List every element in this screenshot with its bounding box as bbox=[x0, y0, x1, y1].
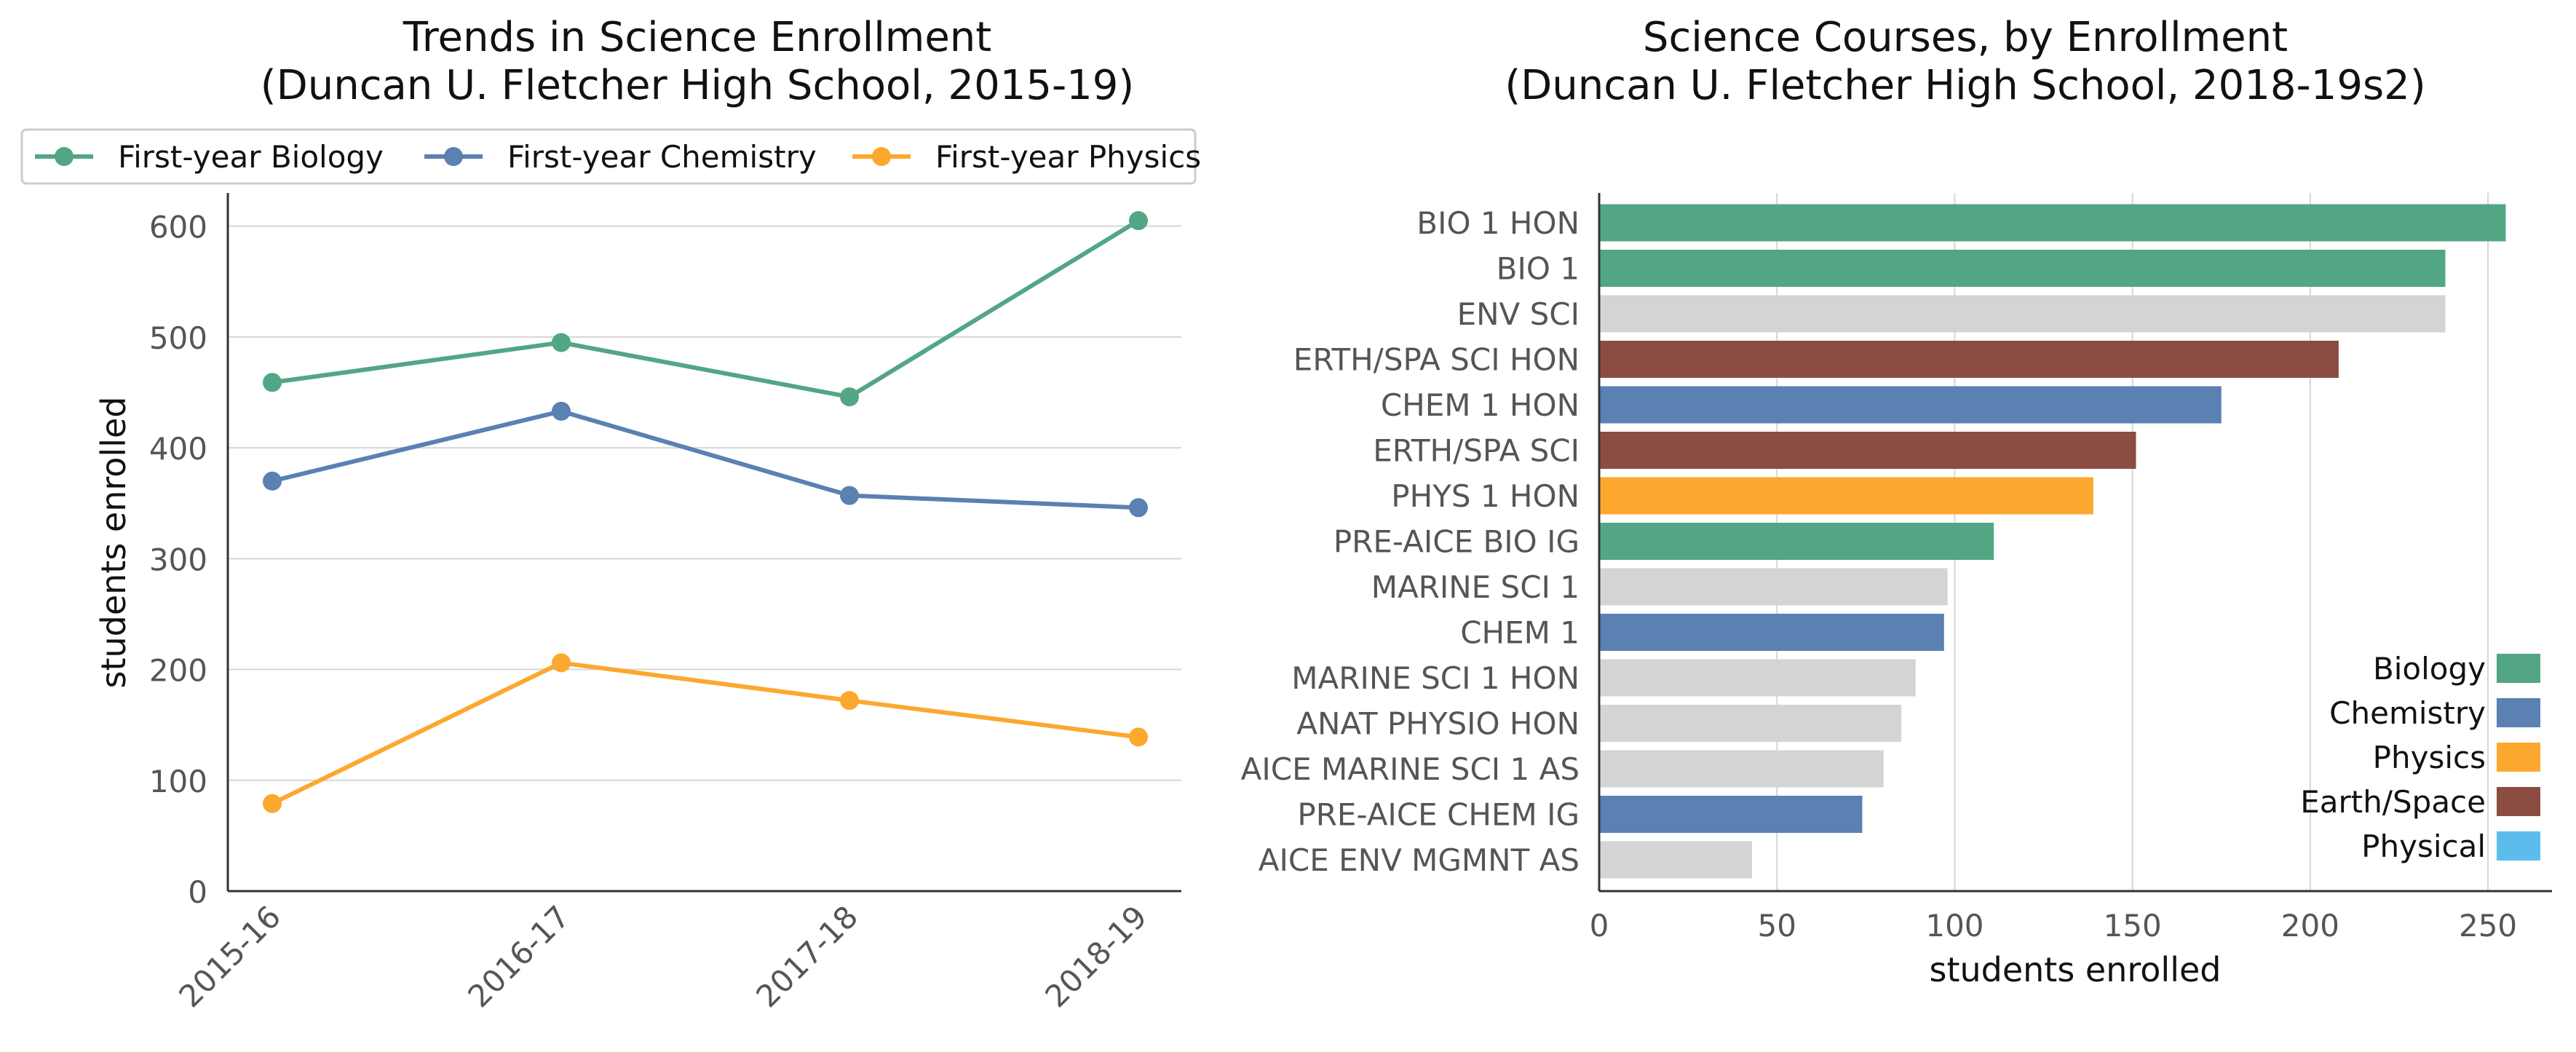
data-point bbox=[552, 653, 571, 673]
legend-label: Chemistry bbox=[2329, 695, 2486, 731]
line-chart-legend: First-year Biology First-year Chemistry Fi… bbox=[20, 128, 1201, 185]
legend-marker bbox=[444, 147, 463, 166]
category-label: AICE MARINE SCI 1 AS bbox=[1241, 751, 1580, 787]
x-tick-label: 200 bbox=[2281, 908, 2339, 944]
bar-chart: Science Courses, by Enrollment (Duncan U… bbox=[1241, 14, 2552, 989]
bar bbox=[1599, 523, 1994, 560]
data-point bbox=[263, 794, 282, 813]
x-tick-label: 50 bbox=[1757, 908, 1796, 944]
data-point bbox=[840, 691, 859, 711]
data-point bbox=[1129, 727, 1148, 747]
y-tick-label: 400 bbox=[149, 431, 207, 467]
bar-chart-title-line-1: Science Courses, by Enrollment bbox=[1643, 14, 2288, 61]
category-label: CHEM 1 bbox=[1460, 615, 1580, 651]
x-tick-label: 0 bbox=[1590, 908, 1609, 944]
legend-frame bbox=[20, 128, 1197, 185]
legend-swatch bbox=[2497, 654, 2540, 683]
x-tick-label: 250 bbox=[2459, 908, 2517, 944]
data-point bbox=[1129, 211, 1148, 231]
legend-label: First-year Physics bbox=[935, 139, 1201, 175]
bar bbox=[1599, 204, 2506, 242]
bar bbox=[1599, 568, 1948, 606]
bar bbox=[1599, 750, 1884, 788]
x-tick-label: 2018-19 bbox=[1038, 898, 1154, 1014]
data-point bbox=[263, 373, 282, 392]
bar-chart-x-axis-label: students enrolled bbox=[1930, 950, 2222, 989]
bar bbox=[1599, 432, 2136, 469]
y-tick-label: 500 bbox=[149, 320, 207, 356]
category-label: PHYS 1 HON bbox=[1391, 478, 1580, 514]
bar-chart-axes bbox=[1598, 193, 2552, 893]
data-point bbox=[840, 486, 859, 505]
legend-swatch bbox=[2497, 831, 2540, 861]
category-label: ERTH/SPA SCI bbox=[1373, 433, 1580, 469]
y-tick-label: 200 bbox=[149, 653, 207, 689]
data-point bbox=[840, 387, 859, 407]
y-tick-label: 100 bbox=[149, 764, 207, 799]
category-label: MARINE SCI 1 bbox=[1371, 569, 1580, 605]
bar bbox=[1599, 341, 2339, 378]
data-point bbox=[263, 471, 282, 491]
legend-label: Biology bbox=[2373, 651, 2486, 687]
line-chart-series bbox=[263, 211, 1148, 813]
bar-chart-title-line-2: (Duncan U. Fletcher High School, 2018-19… bbox=[1505, 62, 2425, 109]
category-label: AICE ENV MGMNT AS bbox=[1259, 842, 1580, 878]
bar bbox=[1599, 614, 1944, 651]
x-tick-label: 2017-18 bbox=[749, 898, 865, 1014]
line-chart-gridlines bbox=[228, 225, 1181, 781]
bar-chart-legend: Biology Chemistry Physics Earth/Space Physic… bbox=[2300, 651, 2540, 864]
category-label: BIO 1 bbox=[1497, 251, 1580, 287]
bar bbox=[1599, 841, 1753, 879]
y-tick-label: 300 bbox=[149, 542, 207, 577]
y-tick-label: 600 bbox=[149, 210, 207, 245]
legend-swatch bbox=[2497, 698, 2540, 727]
bar bbox=[1599, 659, 1916, 697]
legend-swatch bbox=[2497, 787, 2540, 816]
category-label: CHEM 1 HON bbox=[1381, 387, 1580, 423]
legend-label: Physics bbox=[2373, 740, 2486, 775]
bar bbox=[1599, 705, 1902, 742]
x-tick-label: 2015-16 bbox=[172, 898, 288, 1014]
data-point bbox=[552, 333, 571, 352]
legend-label: Earth/Space bbox=[2300, 784, 2486, 820]
legend-swatch bbox=[2497, 743, 2540, 772]
data-point bbox=[1129, 498, 1148, 518]
legend-label: First-year Chemistry bbox=[507, 139, 817, 175]
line-chart-title-line-1: Trends in Science Enrollment bbox=[403, 14, 991, 61]
line-chart-axes bbox=[226, 193, 1181, 893]
line-chart-x-ticks: 2015-16 2016-17 2017-18 2018-19 bbox=[172, 898, 1154, 1014]
line-chart-y-axis-label: students enrolled bbox=[94, 397, 133, 689]
bar bbox=[1599, 250, 2446, 287]
category-label: MARINE SCI 1 HON bbox=[1291, 660, 1580, 696]
series-line bbox=[272, 218, 1140, 400]
bar bbox=[1599, 796, 1863, 833]
data-point bbox=[552, 401, 571, 421]
bar-chart-x-ticks: 0 50 100 150 200 250 bbox=[1590, 908, 2518, 944]
bar bbox=[1599, 477, 2093, 515]
legend-label: Physical bbox=[2361, 828, 2486, 864]
category-label: BIO 1 HON bbox=[1416, 205, 1580, 241]
x-tick-label: 2016-17 bbox=[461, 898, 576, 1014]
category-label: ENV SCI bbox=[1457, 296, 1580, 332]
x-tick-label: 150 bbox=[2104, 908, 2162, 944]
bar bbox=[1599, 386, 2222, 424]
bar-chart-bars bbox=[1599, 204, 2506, 879]
category-label: ANAT PHYSIO HON bbox=[1296, 706, 1580, 742]
series-line bbox=[272, 408, 1139, 510]
bar-chart-category-labels: BIO 1 HON BIO 1 ENV SCI ERTH/SPA SCI HON CHE… bbox=[1241, 205, 1580, 878]
series-line bbox=[271, 660, 1139, 806]
line-chart: Trends in Science Enrollment (Duncan U. … bbox=[20, 14, 1201, 1014]
line-chart-title-line-2: (Duncan U. Fletcher High School, 2015-19… bbox=[261, 62, 1135, 109]
legend-label: First-year Biology bbox=[118, 139, 384, 175]
category-label: ERTH/SPA SCI HON bbox=[1293, 342, 1580, 378]
line-chart-y-ticks: 0 100 200 300 400 500 600 bbox=[149, 210, 207, 910]
category-label: PRE-AICE CHEM IG bbox=[1297, 797, 1580, 833]
y-tick-label: 0 bbox=[188, 874, 207, 910]
x-tick-label: 100 bbox=[1925, 908, 1983, 944]
legend-marker bbox=[55, 147, 74, 166]
legend-marker bbox=[872, 147, 891, 166]
category-label: PRE-AICE BIO IG bbox=[1333, 524, 1580, 560]
bar bbox=[1599, 295, 2446, 333]
